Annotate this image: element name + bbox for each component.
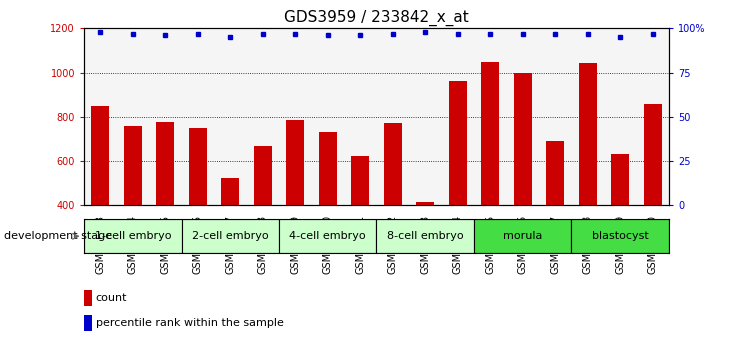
Bar xyxy=(352,155,369,294)
Bar xyxy=(91,106,109,294)
Bar xyxy=(474,219,572,253)
Bar xyxy=(611,154,629,294)
Bar xyxy=(221,178,239,294)
Bar xyxy=(189,129,207,294)
Bar xyxy=(376,219,474,253)
Bar xyxy=(416,202,434,294)
Bar xyxy=(449,81,466,294)
Text: percentile rank within the sample: percentile rank within the sample xyxy=(96,318,284,329)
Bar xyxy=(481,62,499,294)
Bar xyxy=(579,63,596,294)
Text: 1-cell embryo: 1-cell embryo xyxy=(94,231,171,241)
Bar xyxy=(84,290,92,306)
Title: GDS3959 / 233842_x_at: GDS3959 / 233842_x_at xyxy=(284,9,469,25)
Bar xyxy=(156,122,174,294)
Bar xyxy=(287,120,304,294)
Text: count: count xyxy=(96,293,127,303)
Text: development stage: development stage xyxy=(4,231,112,241)
Bar xyxy=(84,219,181,253)
Bar xyxy=(319,132,337,294)
Bar xyxy=(644,104,662,294)
Bar xyxy=(124,126,142,294)
Text: morula: morula xyxy=(503,231,542,241)
Bar xyxy=(546,141,564,294)
Text: 2-cell embryo: 2-cell embryo xyxy=(192,231,268,241)
Text: 8-cell embryo: 8-cell embryo xyxy=(387,231,463,241)
Bar xyxy=(84,315,92,331)
Bar xyxy=(181,219,279,253)
Bar xyxy=(279,219,376,253)
Bar xyxy=(254,145,272,294)
Bar xyxy=(514,73,531,294)
Text: 4-cell embryo: 4-cell embryo xyxy=(289,231,366,241)
Text: blastocyst: blastocyst xyxy=(592,231,648,241)
Bar xyxy=(572,219,669,253)
Bar xyxy=(384,124,401,294)
